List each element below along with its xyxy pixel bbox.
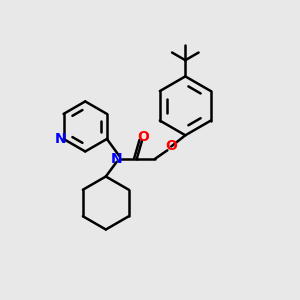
Text: O: O xyxy=(165,140,177,154)
Text: N: N xyxy=(111,152,122,166)
Text: N: N xyxy=(55,132,66,146)
Text: O: O xyxy=(137,130,149,144)
